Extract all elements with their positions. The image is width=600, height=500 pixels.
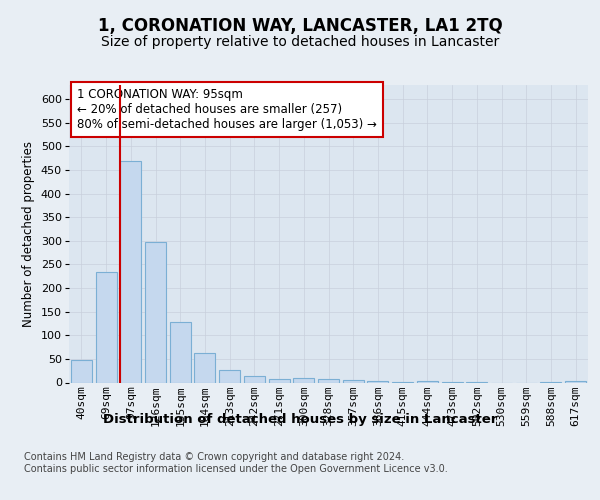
Bar: [120, 160, 141, 382]
Bar: [219, 370, 240, 382]
Bar: [170, 322, 191, 382]
Bar: [367, 381, 388, 382]
Text: 1, CORONATION WAY, LANCASTER, LA1 2TQ: 1, CORONATION WAY, LANCASTER, LA1 2TQ: [98, 18, 502, 36]
Text: Contains HM Land Registry data © Crown copyright and database right 2024.
Contai: Contains HM Land Registry data © Crown c…: [24, 452, 448, 474]
Bar: [293, 378, 314, 382]
Text: Distribution of detached houses by size in Lancaster: Distribution of detached houses by size …: [103, 412, 497, 426]
Bar: [194, 353, 215, 382]
Y-axis label: Number of detached properties: Number of detached properties: [22, 141, 35, 327]
Bar: [95, 272, 116, 382]
Text: Size of property relative to detached houses in Lancaster: Size of property relative to detached ho…: [101, 35, 499, 49]
Bar: [145, 242, 166, 382]
Bar: [269, 378, 290, 382]
Bar: [318, 379, 339, 382]
Bar: [244, 376, 265, 382]
Bar: [417, 380, 438, 382]
Text: 1 CORONATION WAY: 95sqm
← 20% of detached houses are smaller (257)
80% of semi-d: 1 CORONATION WAY: 95sqm ← 20% of detache…: [77, 88, 377, 131]
Bar: [71, 360, 92, 382]
Bar: [565, 381, 586, 382]
Bar: [343, 380, 364, 382]
